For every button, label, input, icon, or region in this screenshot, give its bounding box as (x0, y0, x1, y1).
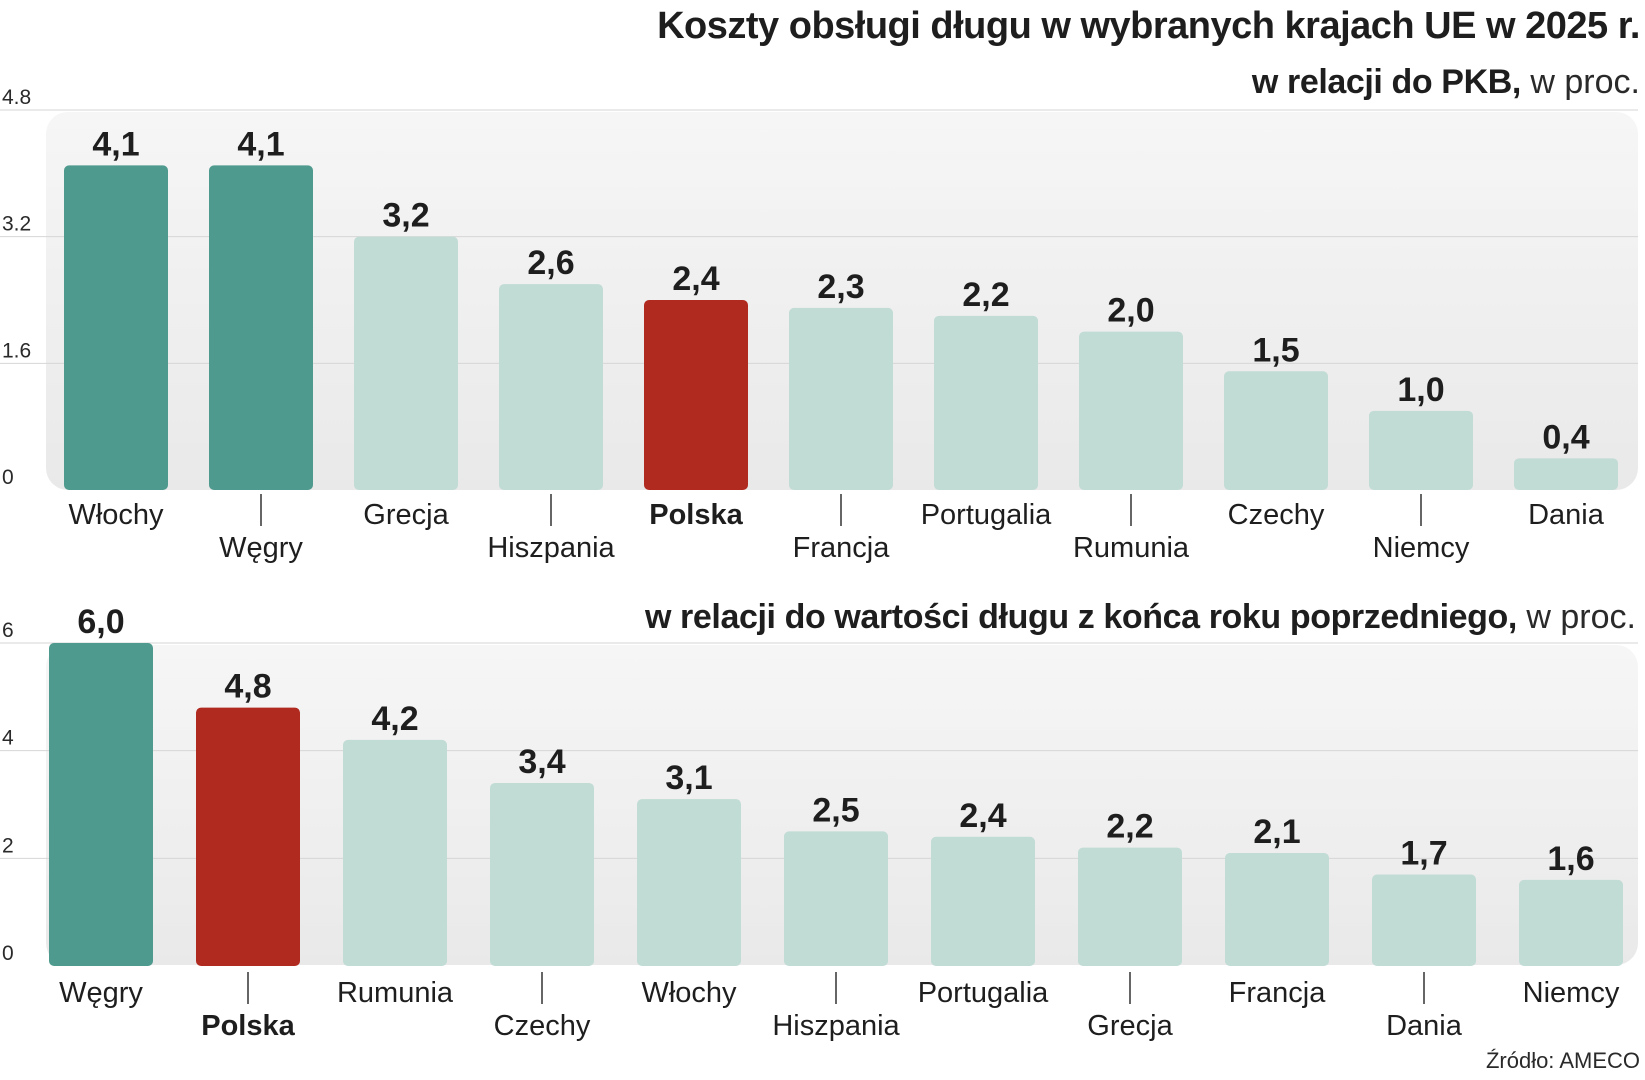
chart2-category-label: Włochy (641, 977, 737, 1009)
chart1-y-tick-label: 3.2 (2, 213, 31, 236)
chart1-value-label: 4,1 (92, 125, 139, 163)
chart1-y-tick-label: 1.6 (2, 339, 31, 362)
chart2-bar (931, 836, 1035, 966)
chart1-bar (1514, 458, 1618, 490)
chart2-subtitle: w relacji do wartości długu z końca roku… (644, 598, 1636, 636)
chart2-subtitle-main: w relacji do wartości długu z końca roku… (644, 598, 1517, 636)
chart1-value-label: 2,2 (962, 276, 1009, 314)
chart1-y-tick-label: 0 (2, 466, 14, 489)
chart1-bar (789, 307, 893, 490)
chart1-subtitle-unit: w proc. (1521, 63, 1640, 101)
chart2-value-label: 2,5 (812, 791, 859, 829)
chart2-bar (1372, 874, 1476, 966)
chart2-value-label: 1,6 (1547, 840, 1594, 878)
chart1-bar (209, 165, 313, 490)
chart1-category-label: Dania (1528, 499, 1605, 531)
chart1-category-label: Francja (793, 532, 891, 564)
chart2-value-label: 2,2 (1106, 808, 1153, 846)
chart2-value-label: 3,1 (665, 759, 712, 797)
chart-debt-ratio: 0 2 4 6 6,0 Węgry 4,8 Polska 4,2 Rumunia 3,4 Czechy… (0, 603, 1638, 1042)
chart2-subtitle-unit: w proc. (1517, 598, 1636, 636)
chart2-category-label: Węgry (59, 977, 143, 1009)
chart1-bar (1369, 410, 1473, 490)
chart2-value-label: 2,1 (1253, 813, 1300, 851)
chart2-y-tick-label: 6 (2, 619, 14, 642)
chart1-value-label: 1,5 (1252, 331, 1299, 369)
chart1-bar (1079, 331, 1183, 490)
chart1-bar (934, 315, 1038, 490)
chart1-value-label: 0,4 (1542, 418, 1589, 456)
chart2-value-label: 3,4 (518, 743, 565, 781)
chart2-bar (1078, 847, 1182, 966)
chart2-category-label: Portugalia (918, 977, 1049, 1009)
chart2-category-label: Hiszpania (772, 1010, 900, 1042)
chart2-bar (49, 643, 153, 966)
chart1-category-label: Hiszpania (487, 532, 615, 564)
chart2-y-tick-label: 4 (2, 727, 14, 750)
chart2-bar (1519, 879, 1623, 966)
chart1-bar (64, 165, 168, 490)
chart-title: Koszty obsługi długu w wybranych krajach… (657, 5, 1640, 47)
chart2-category-label: Polska (201, 1010, 295, 1042)
chart1-category-label: Grecja (363, 499, 449, 531)
chart2-bar (637, 799, 741, 966)
chart2-bar (784, 831, 888, 966)
chart1-value-label: 3,2 (382, 197, 429, 235)
chart2-bar (490, 782, 594, 966)
chart2-category-label: Rumunia (337, 977, 454, 1009)
chart2-category-label: Czechy (494, 1010, 591, 1042)
chart2-category-label: Niemcy (1523, 977, 1620, 1009)
chart2-y-tick-label: 0 (2, 942, 14, 965)
chart2-value-label: 4,8 (224, 668, 271, 706)
chart2-value-label: 6,0 (77, 603, 124, 641)
chart2-bar (343, 739, 447, 966)
chart1-category-label: Rumunia (1073, 532, 1190, 564)
chart2-value-label: 2,4 (959, 797, 1006, 835)
chart1-value-label: 1,0 (1397, 371, 1444, 409)
chart1-value-label: 2,4 (672, 260, 719, 298)
chart1-value-label: 2,0 (1107, 292, 1154, 330)
chart2-bar (1225, 852, 1329, 966)
chart-gdp-ratio: 0 1.6 3.2 4.8 4,1 Włochy 4,1 Węgry 3,2 Grecja 2,6 H… (0, 86, 1638, 564)
chart1-category-label: Włochy (68, 499, 164, 531)
chart1-category-label: Niemcy (1373, 532, 1470, 564)
chart2-bar (196, 707, 300, 966)
chart2-category-label: Dania (1386, 1010, 1463, 1042)
chart2-category-label: Grecja (1087, 1010, 1173, 1042)
chart1-category-label: Polska (649, 499, 743, 531)
source-note: Źródło: AMECO (1486, 1048, 1640, 1073)
chart1-bar (1224, 371, 1328, 490)
chart1-value-label: 2,3 (817, 268, 864, 306)
chart2-value-label: 4,2 (371, 700, 418, 738)
chart1-bar (499, 284, 603, 490)
chart1-subtitle-main: w relacji do PKB, (1251, 63, 1521, 101)
chart1-value-label: 4,1 (237, 125, 284, 163)
chart1-subtitle: w relacji do PKB, w proc. (1251, 63, 1640, 101)
chart1-bar (644, 300, 748, 490)
chart2-value-label: 1,7 (1400, 834, 1447, 872)
chart2-category-label: Francja (1229, 977, 1327, 1009)
chart2-y-tick-label: 2 (2, 834, 14, 857)
chart1-category-label: Węgry (219, 532, 303, 564)
chart1-value-label: 2,6 (527, 244, 574, 282)
chart1-y-tick-label: 4.8 (2, 86, 31, 109)
chart1-bar (354, 236, 458, 490)
chart1-category-label: Portugalia (921, 499, 1052, 531)
chart1-category-label: Czechy (1228, 499, 1325, 531)
